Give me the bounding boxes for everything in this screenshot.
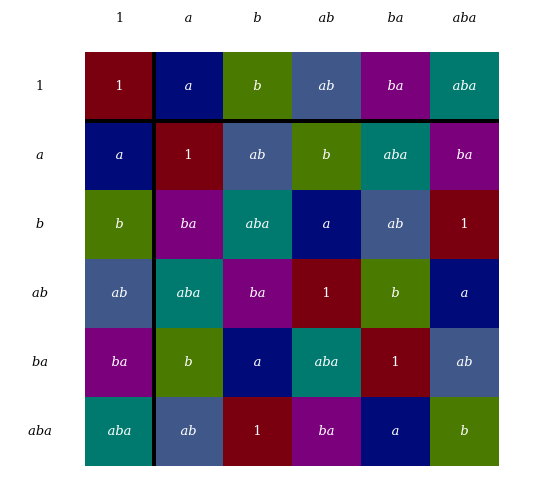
cell-value: b <box>184 355 193 370</box>
row-label-a: a <box>36 147 44 163</box>
table-cell: ba <box>154 190 223 259</box>
cell-value: 1 <box>322 286 331 301</box>
table-cell: a <box>361 397 430 466</box>
cell-value: ba <box>180 217 197 232</box>
cell-value: b <box>115 217 124 232</box>
cell-value: 1 <box>460 217 469 232</box>
row-label-ab: ab <box>31 285 49 301</box>
column-label-a: a <box>184 11 193 26</box>
table-cell: ab <box>361 190 430 259</box>
cell-value: a <box>322 217 331 232</box>
cell-value: a <box>184 79 193 94</box>
table-cell: aba <box>223 190 292 259</box>
table-cell: b <box>154 328 223 397</box>
table-cell: aba <box>361 121 430 190</box>
table-cell: b <box>223 52 292 121</box>
cell-value: aba <box>245 217 270 232</box>
cell-value: b <box>253 79 262 94</box>
column-label-aba: aba <box>452 11 477 26</box>
row-label-identity: 1 <box>35 78 45 94</box>
table-cell: a <box>292 190 361 259</box>
column-label-ab: ab <box>318 11 335 26</box>
cell-value: b <box>322 148 331 163</box>
table-cell: 1 <box>223 397 292 466</box>
table-cell: 1 <box>154 121 223 190</box>
column-label-ba: ba <box>387 11 404 26</box>
cell-value: a <box>391 424 400 439</box>
cell-value: ba <box>387 79 404 94</box>
cell-value: ba <box>456 148 473 163</box>
column-label-identity: 1 <box>115 11 125 26</box>
table-cell: ab <box>292 52 361 121</box>
table-cell: 1 <box>430 190 499 259</box>
table-cell: b <box>430 397 499 466</box>
table-cell: b <box>292 121 361 190</box>
cell-value: aba <box>107 424 132 439</box>
table-cell: 1 <box>361 328 430 397</box>
row-label-aba: aba <box>28 423 52 439</box>
column-label-b: b <box>253 11 262 26</box>
cell-value: b <box>460 424 469 439</box>
table-cell: 1 <box>292 259 361 328</box>
identity-column-divider <box>152 52 156 466</box>
table-cell: a <box>223 328 292 397</box>
table-cell: b <box>85 190 154 259</box>
table-cell: a <box>85 121 154 190</box>
cell-value: aba <box>452 79 477 94</box>
cell-value: ab <box>249 148 266 163</box>
cell-value: b <box>391 286 400 301</box>
cell-value: 1 <box>391 355 400 370</box>
cell-value: 1 <box>184 148 193 163</box>
cell-value: a <box>253 355 262 370</box>
row-label-b: b <box>35 216 45 232</box>
table-cell: ab <box>223 121 292 190</box>
row-label-ba: ba <box>31 354 49 370</box>
table-cell: ab <box>430 328 499 397</box>
cell-value: ab <box>387 217 404 232</box>
cell-value: ab <box>180 424 197 439</box>
cell-value: 1 <box>115 79 124 94</box>
cell-value: a <box>460 286 469 301</box>
table-cell: b <box>361 259 430 328</box>
table-cell: aba <box>154 259 223 328</box>
identity-row-divider <box>85 119 499 123</box>
cell-value: ba <box>318 424 335 439</box>
table-cell: aba <box>85 397 154 466</box>
cell-value: ba <box>111 355 128 370</box>
table-cell: ba <box>292 397 361 466</box>
table-cell: aba <box>430 52 499 121</box>
table-cell: ab <box>85 259 154 328</box>
table-cell: aba <box>292 328 361 397</box>
table-cell: a <box>154 52 223 121</box>
table-cell: ba <box>223 259 292 328</box>
table-cell: ba <box>361 52 430 121</box>
cell-value: aba <box>314 355 339 370</box>
multiplication-table-grid: 1 a b ab ba aba a 1 ab b aba ba b ba aba a ab 1 ab aba ba 1 b a… <box>85 52 499 466</box>
table-cell: ba <box>430 121 499 190</box>
cell-value: ab <box>111 286 128 301</box>
table-cell: 1 <box>85 52 154 121</box>
cell-value: a <box>115 148 124 163</box>
cell-value: 1 <box>253 424 262 439</box>
cell-value: ba <box>249 286 266 301</box>
table-cell: a <box>430 259 499 328</box>
cell-value: ab <box>456 355 473 370</box>
table-cell: ba <box>85 328 154 397</box>
table-cell: ab <box>154 397 223 466</box>
cell-value: aba <box>383 148 408 163</box>
cell-value: aba <box>176 286 201 301</box>
cell-value: ab <box>318 79 335 94</box>
